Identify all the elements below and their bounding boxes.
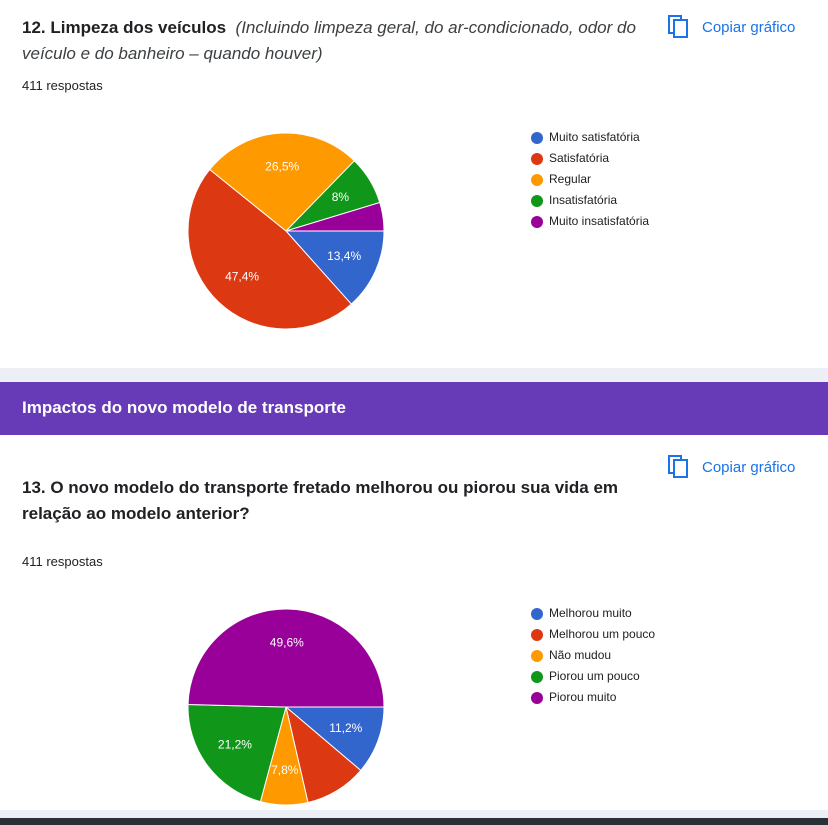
legend-label: Melhorou muito bbox=[549, 606, 632, 620]
legend-marker bbox=[531, 195, 543, 207]
legend-marker bbox=[531, 650, 543, 662]
legend-marker bbox=[531, 174, 543, 186]
value-label: 11,2% bbox=[329, 721, 362, 735]
title: 12. Limpeza dos veículos bbox=[22, 18, 227, 37]
legend-label: Não mudou bbox=[549, 648, 611, 662]
copy-icon bbox=[668, 455, 688, 478]
bottom-bar bbox=[0, 818, 828, 825]
value-label: 47,4% bbox=[225, 269, 259, 283]
value-label: 26,5% bbox=[265, 160, 299, 174]
legend-label: Piorou muito bbox=[549, 690, 617, 704]
description: (Incluindo limpeza geral, do ar-condicio… bbox=[22, 18, 636, 63]
copy-label: Copiar gráfico bbox=[702, 458, 796, 476]
chart: 13,4% 47,4% 26,5% 8% Muito satisfatória Satis… bbox=[187, 130, 649, 330]
value-label: 7,8% bbox=[271, 763, 299, 777]
copy-button[interactable]: Copiar gráfico bbox=[668, 455, 795, 479]
legend-label: Regular bbox=[549, 172, 591, 186]
legend-marker bbox=[531, 132, 543, 144]
value-label: 49,6% bbox=[270, 635, 304, 649]
response-count: 411 respostas bbox=[22, 78, 103, 93]
legend-label: Piorou um pouco bbox=[549, 669, 640, 683]
question-card bbox=[0, 0, 828, 368]
pie-slice bbox=[187, 608, 385, 708]
legend-label: Muito insatisfatória bbox=[549, 214, 649, 228]
legend-marker bbox=[531, 216, 543, 228]
value-label: 21,2% bbox=[218, 737, 252, 751]
question-title: 12. Limpeza dos veículos (Incluindo limp… bbox=[22, 15, 637, 67]
pie-slice bbox=[187, 704, 287, 803]
question-title: 13. O novo modelo do transporte fretado … bbox=[22, 478, 619, 523]
question-card bbox=[0, 435, 828, 810]
response-count: 411 respostas bbox=[22, 554, 103, 569]
pie-slice bbox=[285, 201, 385, 232]
pie-slice bbox=[284, 706, 385, 772]
section-header: Impactos do novo modelo de transporte bbox=[0, 382, 828, 435]
chart: 11,2% 7,8% 21,2% 49,6% Melhorou muito Melhoro… bbox=[187, 606, 655, 806]
copy-button[interactable]: Copiar gráfico bbox=[668, 15, 795, 39]
legend-label: Insatisfatória bbox=[549, 193, 617, 207]
legend-marker bbox=[531, 153, 543, 165]
legend-label: Melhorou um pouco bbox=[549, 627, 655, 641]
legend-label: Satisfatória bbox=[549, 151, 609, 165]
value-label: 13,4% bbox=[327, 249, 361, 263]
legend-marker bbox=[531, 692, 543, 704]
legend-marker bbox=[531, 671, 543, 683]
pie-slice bbox=[284, 230, 385, 305]
legend-marker bbox=[531, 629, 543, 641]
copy-label: Copiar gráfico bbox=[702, 18, 796, 36]
pie-slice bbox=[187, 168, 352, 330]
pie-slice bbox=[209, 132, 356, 232]
value-label: 8% bbox=[332, 190, 350, 204]
legend-marker bbox=[531, 608, 543, 620]
legend-label: Muito satisfatória bbox=[549, 130, 640, 144]
copy-icon bbox=[668, 15, 688, 38]
